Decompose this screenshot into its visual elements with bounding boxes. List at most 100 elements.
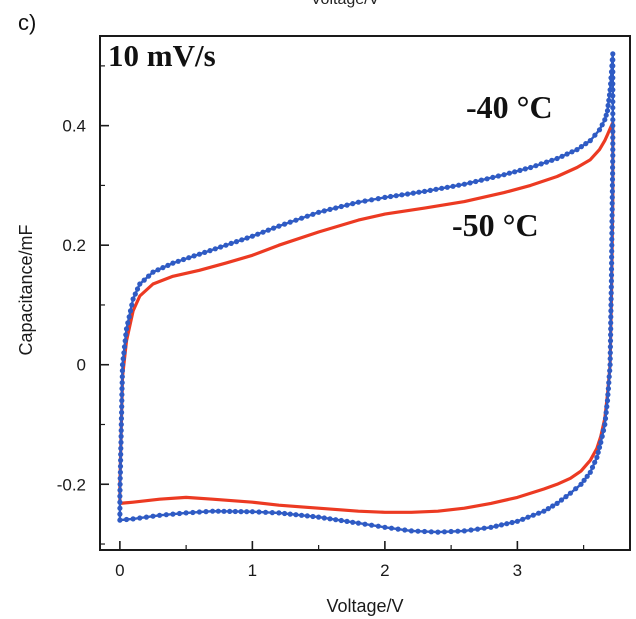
data-point [608, 290, 614, 296]
plot-frame [99, 35, 631, 551]
data-point [603, 409, 609, 416]
data-point [119, 404, 125, 410]
data-point [276, 223, 282, 229]
data-point [605, 102, 611, 109]
x-tick-label: 0 [115, 561, 124, 580]
data-point [610, 129, 616, 135]
data-point [143, 514, 149, 520]
data-point [119, 362, 126, 368]
y-tick-label: -0.2 [57, 475, 86, 494]
data-point [608, 266, 615, 272]
data-point [478, 177, 484, 183]
data-point [609, 212, 615, 218]
data-point [238, 509, 244, 515]
data-point [160, 265, 166, 271]
data-point [117, 487, 123, 493]
x-axis-ticks: 0 1 2 3 [115, 541, 585, 580]
data-point [606, 97, 612, 103]
data-point [157, 512, 163, 518]
data-point [119, 386, 125, 392]
data-point [344, 518, 350, 525]
data-point [610, 99, 616, 105]
data-point [609, 194, 615, 200]
data-point [117, 493, 123, 499]
data-point [609, 260, 615, 266]
data-point [202, 249, 208, 255]
series-line-40c [118, 52, 614, 534]
data-point [276, 510, 282, 516]
data-point [589, 464, 596, 470]
data-point [541, 508, 547, 514]
data-point [493, 523, 499, 529]
data-point [244, 235, 250, 241]
data-point [609, 242, 615, 248]
data-point [603, 112, 609, 118]
data-point [163, 512, 169, 518]
data-point [120, 356, 126, 362]
data-point [599, 122, 605, 128]
data-point [218, 244, 224, 250]
data-point [369, 197, 375, 203]
data-point [399, 192, 405, 198]
data-point [536, 510, 542, 516]
data-point [610, 105, 616, 111]
data-point [263, 509, 269, 515]
data-point [608, 284, 614, 290]
data-point [481, 525, 487, 531]
data-point [439, 185, 445, 191]
y-tick-label: 0 [77, 356, 86, 375]
x-tick-label: 3 [513, 561, 522, 580]
data-point [606, 380, 612, 386]
data-point [410, 190, 416, 196]
data-point [607, 362, 613, 368]
data-point [520, 516, 526, 522]
data-point [118, 427, 124, 434]
data-point [212, 246, 218, 252]
data-point [592, 459, 598, 465]
data-point [609, 176, 616, 182]
scan-rate-annotation: 10 mV/s [108, 38, 216, 73]
data-point [118, 439, 124, 445]
data-point [610, 147, 616, 153]
data-point [607, 344, 614, 350]
data-point [564, 151, 570, 157]
data-point [117, 517, 123, 523]
data-point [183, 510, 189, 516]
data-point [123, 332, 129, 338]
data-point [610, 81, 616, 87]
data-point [119, 392, 125, 398]
data-point [609, 254, 615, 260]
data-point [165, 262, 171, 268]
data-point [227, 508, 233, 514]
data-point [170, 260, 176, 266]
data-point [408, 528, 414, 534]
y-tick-label: 0.4 [62, 117, 86, 136]
data-point [605, 392, 611, 398]
data-point [196, 251, 202, 257]
data-point [316, 514, 322, 520]
data-point [350, 201, 356, 207]
y-axis-label: Capacitance/mF [16, 224, 36, 355]
data-point [117, 481, 123, 487]
data-point [428, 529, 434, 535]
data-point [121, 344, 128, 350]
data-point [517, 167, 523, 173]
data-point [121, 350, 127, 356]
data-point [607, 350, 613, 356]
data-point [543, 159, 550, 165]
data-point [461, 528, 467, 534]
data-point [607, 338, 614, 344]
data-point [282, 510, 288, 517]
data-point [233, 239, 240, 245]
data-point [604, 404, 610, 410]
data-point [607, 356, 613, 362]
data-point [130, 296, 136, 302]
data-point [210, 508, 216, 514]
data-point [602, 117, 608, 123]
data-point [256, 509, 262, 515]
data-point [122, 338, 128, 344]
data-point [604, 398, 611, 404]
data-point [207, 248, 213, 254]
data-point [608, 308, 614, 314]
data-point [610, 93, 616, 99]
